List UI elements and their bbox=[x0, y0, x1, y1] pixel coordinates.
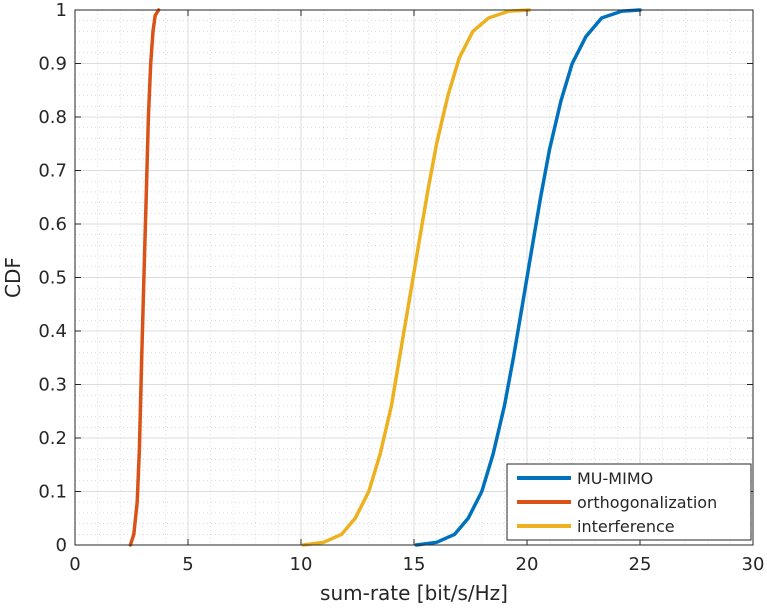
y-tick-label: 0.6 bbox=[38, 214, 67, 235]
legend-label: orthogonalization bbox=[577, 493, 717, 512]
x-tick-label: 5 bbox=[182, 554, 193, 575]
y-tick-labels: 0 0.1 0.2 0.3 0.4 0.5 0.6 0.7 0.8 0.9 1 bbox=[38, 0, 67, 556]
series-line-mu-mimo bbox=[414, 8, 642, 547]
x-tick-label: 30 bbox=[742, 554, 765, 575]
x-tick-labels: 0 5 10 15 20 25 30 bbox=[69, 554, 764, 575]
x-tick-label: 15 bbox=[403, 554, 426, 575]
y-tick-label: 0.3 bbox=[38, 375, 67, 396]
y-axis-label: CDF bbox=[1, 257, 25, 298]
x-tick-label: 25 bbox=[629, 554, 652, 575]
legend-item: MU-MIMO bbox=[517, 469, 653, 488]
x-tick-label: 10 bbox=[290, 554, 313, 575]
y-tick-label: 0.7 bbox=[38, 161, 67, 182]
series-line-orthogonalization bbox=[128, 8, 161, 547]
tick-marks bbox=[74, 9, 754, 546]
legend-item: interference bbox=[517, 517, 675, 536]
y-tick-label: 1 bbox=[56, 0, 67, 21]
x-tick-label: 0 bbox=[69, 554, 80, 575]
y-tick-label: 0.2 bbox=[38, 428, 67, 449]
legend-item: orthogonalization bbox=[517, 493, 717, 512]
y-tick-label: 0.4 bbox=[38, 321, 67, 342]
legend: MU-MIMO orthogonalization interference bbox=[506, 463, 752, 541]
y-tick-label: 0.5 bbox=[38, 268, 67, 289]
y-tick-label: 0.8 bbox=[38, 107, 67, 128]
legend-label: MU-MIMO bbox=[577, 469, 653, 488]
legend-label: interference bbox=[577, 517, 675, 536]
y-tick-label: 0.1 bbox=[38, 482, 67, 503]
series-layer bbox=[128, 8, 642, 547]
x-tick-label: 20 bbox=[516, 554, 539, 575]
series-line-interference bbox=[301, 8, 532, 547]
y-tick-label: 0 bbox=[56, 535, 67, 556]
y-tick-label: 0.9 bbox=[38, 54, 67, 75]
x-axis-label: sum-rate [bit/s/Hz] bbox=[320, 581, 508, 605]
